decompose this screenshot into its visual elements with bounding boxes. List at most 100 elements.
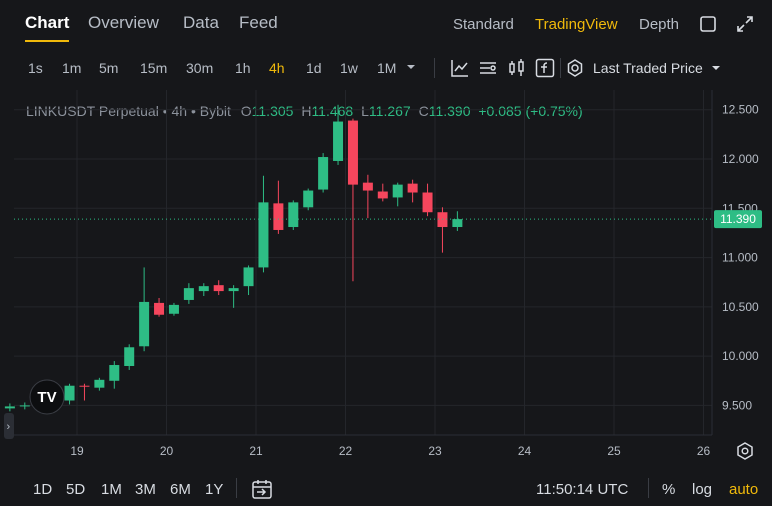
candle-body: [139, 301, 150, 347]
tradingview-logo: [29, 379, 65, 415]
candle-body: [258, 202, 269, 268]
bottom-separator: [236, 478, 237, 498]
last-price-tag: [714, 210, 762, 229]
change-value: +0.085 (+0.75%): [478, 103, 583, 119]
candle-body: [198, 286, 209, 292]
tab-overview[interactable]: Overview: [88, 13, 159, 32]
chart-settings-icon[interactable]: [478, 58, 498, 78]
tab-feed[interactable]: Feed: [239, 13, 278, 32]
candle-body: [124, 347, 135, 366]
tf-30m[interactable]: 30m: [186, 60, 214, 76]
close-label: C: [418, 103, 429, 119]
tf-1w[interactable]: 1w: [340, 60, 358, 76]
x-tick-label: 23: [428, 444, 442, 458]
last-price-label: 11.390: [720, 212, 756, 226]
tf-1d[interactable]: 1d: [306, 60, 322, 76]
range-5d[interactable]: 5D: [66, 481, 86, 498]
x-tick-label: 22: [339, 444, 353, 458]
function-icon[interactable]: [535, 58, 555, 78]
date-range-icon[interactable]: [251, 478, 273, 505]
axis-settings-center: [741, 447, 749, 455]
y-tick-label: 10.000: [722, 349, 759, 363]
checkbox-icon[interactable]: [700, 16, 716, 37]
candle-body: [407, 183, 418, 193]
axis-settings-icon: [737, 442, 753, 460]
candle-body: [94, 379, 105, 388]
percent-toggle[interactable]: %: [662, 481, 676, 498]
indicators-icon[interactable]: [450, 58, 470, 78]
collapse-handle: [4, 413, 14, 439]
price-source-dropdown[interactable]: Last Traded Price: [593, 60, 721, 76]
timeframe-dropdown-icon[interactable]: [405, 60, 425, 80]
close-value: 11.390: [428, 103, 471, 119]
tf-1h[interactable]: 1h: [235, 60, 251, 76]
bottom-bar: 1D 5D 1M 3M 6M 1Y 11:50:14 UTC % log aut…: [0, 470, 772, 506]
tf-4h[interactable]: 4h: [269, 60, 285, 76]
y-tick-label: 10.500: [722, 300, 759, 314]
candle-body: [422, 192, 433, 213]
candle-body: [362, 182, 373, 191]
y-tick-label: 12.500: [722, 103, 759, 117]
x-tick-label: 25: [607, 444, 621, 458]
candle-body: [303, 190, 314, 208]
candle-type-icon[interactable]: [507, 58, 527, 78]
candle-body: [228, 288, 239, 292]
candle-body: [452, 219, 463, 228]
auto-toggle[interactable]: auto: [729, 481, 759, 498]
tf-15m[interactable]: 15m: [140, 60, 168, 76]
candle-body: [154, 302, 165, 315]
open-label: O: [240, 103, 252, 119]
view-standard[interactable]: Standard: [453, 16, 514, 33]
toolbar-separator: [560, 58, 561, 78]
candle-body: [183, 288, 194, 300]
range-1d[interactable]: 1D: [33, 481, 53, 498]
utc-clock: 11:50:14 UTC: [536, 481, 629, 498]
candlestick-chart[interactable]: ›9.50010.00010.50011.00011.50012.00012.5…: [0, 90, 772, 470]
candle-body: [347, 120, 358, 185]
view-tradingview[interactable]: TradingView: [535, 16, 618, 33]
collapse-arrow-icon: ›: [7, 421, 11, 433]
range-1y[interactable]: 1Y: [205, 481, 224, 498]
bottom-separator: [648, 478, 649, 498]
view-depth[interactable]: Depth: [639, 16, 680, 33]
tf-5m[interactable]: 5m: [99, 60, 119, 76]
candle-body: [392, 184, 403, 198]
tab-data[interactable]: Data: [183, 13, 219, 32]
candle-body: [333, 121, 344, 161]
candle-body: [273, 203, 284, 230]
gear-icon[interactable]: [565, 58, 585, 78]
tab-chart[interactable]: Chart: [25, 13, 70, 32]
low-label: L: [361, 103, 369, 119]
tradingview-logo-mark: TV: [37, 389, 56, 406]
log-toggle[interactable]: log: [692, 481, 713, 498]
y-tick-label: 11.000: [722, 251, 758, 265]
candle-body: [318, 157, 329, 190]
timeframe-bar: 1s 1m 5m 15m 30m 1h 4h 1d 1w 1M Las: [0, 52, 772, 84]
fullscreen-icon[interactable]: [736, 15, 754, 38]
active-tab-underline: [25, 40, 69, 42]
chevron-down-icon: [711, 66, 720, 70]
open-value: 11.305: [251, 103, 294, 119]
tf-1m[interactable]: 1m: [62, 60, 82, 76]
candle-body: [213, 285, 224, 292]
high-label: H: [301, 103, 312, 119]
price-source-label: Last Traded Price: [593, 60, 703, 76]
range-3m[interactable]: 3M: [135, 481, 156, 498]
candle-body: [109, 365, 120, 381]
candle-body: [19, 405, 30, 407]
y-tick-label: 9.500: [722, 398, 752, 412]
tf-1M[interactable]: 1M: [377, 60, 397, 76]
candle-body: [288, 202, 299, 228]
candle-body: [4, 406, 15, 409]
high-value: 11.468: [311, 103, 354, 119]
toolbar-separator: [434, 58, 435, 78]
top-bar: Chart Overview Data Feed Standard Tradin…: [0, 0, 772, 50]
tf-1s[interactable]: 1s: [28, 60, 43, 76]
candle-body: [243, 267, 254, 287]
low-value: 11.267: [368, 103, 411, 119]
x-tick-label: 21: [249, 444, 263, 458]
candle-body: [377, 191, 388, 199]
range-6m[interactable]: 6M: [170, 481, 191, 498]
y-tick-label: 12.000: [722, 152, 759, 166]
range-1m[interactable]: 1M: [101, 481, 122, 498]
